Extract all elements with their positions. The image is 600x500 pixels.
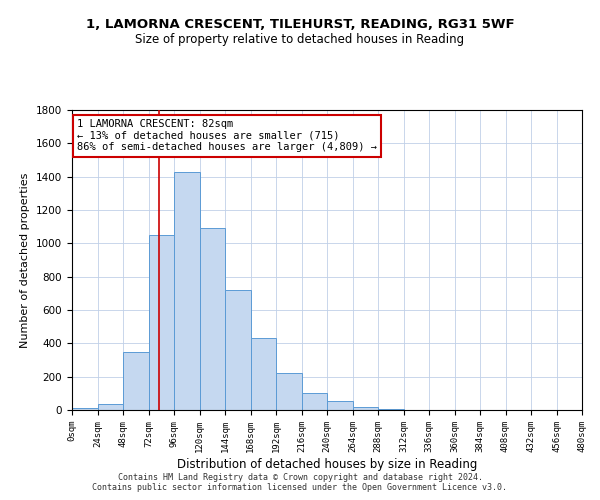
Bar [276, 374, 302, 410]
Bar [72, 408, 97, 410]
Bar [378, 409, 404, 410]
Bar [302, 392, 327, 410]
Bar [199, 228, 225, 410]
Bar [225, 290, 251, 410]
Y-axis label: Number of detached properties: Number of detached properties [20, 172, 31, 348]
Text: 1, LAMORNA CRESCENT, TILEHURST, READING, RG31 5WF: 1, LAMORNA CRESCENT, TILEHURST, READING,… [86, 18, 514, 30]
Bar [251, 338, 276, 410]
Bar [174, 172, 199, 410]
Text: Size of property relative to detached houses in Reading: Size of property relative to detached ho… [136, 32, 464, 46]
Bar [97, 404, 123, 410]
Text: 1 LAMORNA CRESCENT: 82sqm
← 13% of detached houses are smaller (715)
86% of semi: 1 LAMORNA CRESCENT: 82sqm ← 13% of detac… [77, 119, 377, 152]
Bar [149, 235, 174, 410]
X-axis label: Distribution of detached houses by size in Reading: Distribution of detached houses by size … [177, 458, 477, 470]
Bar [327, 401, 353, 410]
Bar [353, 406, 378, 410]
Bar [123, 352, 149, 410]
Text: Contains public sector information licensed under the Open Government Licence v3: Contains public sector information licen… [92, 484, 508, 492]
Text: Contains HM Land Registry data © Crown copyright and database right 2024.: Contains HM Land Registry data © Crown c… [118, 474, 482, 482]
